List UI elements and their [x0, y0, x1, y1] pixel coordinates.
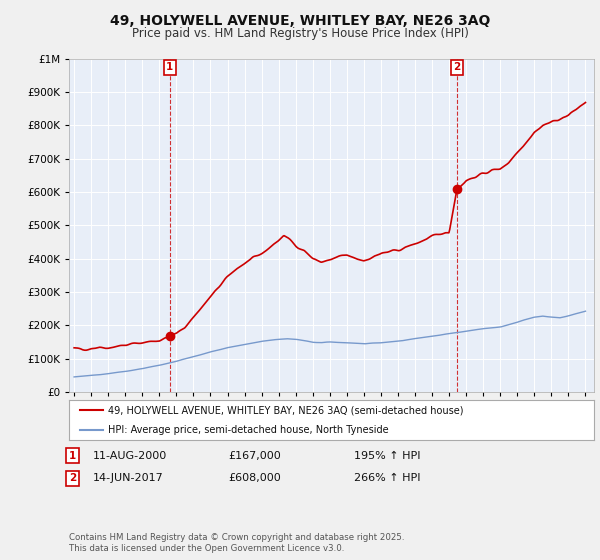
- Text: 195% ↑ HPI: 195% ↑ HPI: [354, 451, 421, 461]
- Text: HPI: Average price, semi-detached house, North Tyneside: HPI: Average price, semi-detached house,…: [109, 425, 389, 435]
- Text: 266% ↑ HPI: 266% ↑ HPI: [354, 473, 421, 483]
- Text: 49, HOLYWELL AVENUE, WHITLEY BAY, NE26 3AQ (semi-detached house): 49, HOLYWELL AVENUE, WHITLEY BAY, NE26 3…: [109, 405, 464, 415]
- Text: 2: 2: [453, 62, 460, 72]
- Text: Price paid vs. HM Land Registry's House Price Index (HPI): Price paid vs. HM Land Registry's House …: [131, 27, 469, 40]
- Text: 1: 1: [69, 451, 76, 461]
- Text: £167,000: £167,000: [228, 451, 281, 461]
- Text: 1: 1: [166, 62, 173, 72]
- Text: £608,000: £608,000: [228, 473, 281, 483]
- Text: 14-JUN-2017: 14-JUN-2017: [93, 473, 164, 483]
- Text: 11-AUG-2000: 11-AUG-2000: [93, 451, 167, 461]
- Text: Contains HM Land Registry data © Crown copyright and database right 2025.
This d: Contains HM Land Registry data © Crown c…: [69, 533, 404, 553]
- Text: 49, HOLYWELL AVENUE, WHITLEY BAY, NE26 3AQ: 49, HOLYWELL AVENUE, WHITLEY BAY, NE26 3…: [110, 14, 490, 28]
- Text: 2: 2: [69, 473, 76, 483]
